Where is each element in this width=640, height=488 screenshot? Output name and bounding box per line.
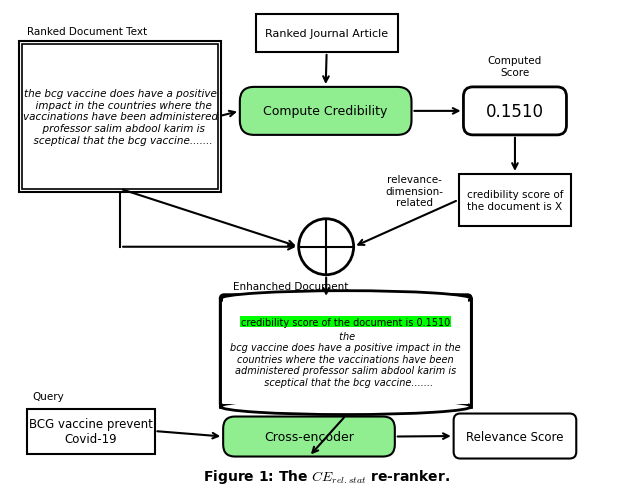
Ellipse shape — [220, 399, 471, 415]
Ellipse shape — [220, 291, 471, 307]
FancyBboxPatch shape — [255, 15, 397, 53]
Text: 0.1510: 0.1510 — [486, 102, 544, 121]
Text: Cross-encoder: Cross-encoder — [264, 430, 354, 443]
Text: Relevance Score: Relevance Score — [466, 429, 564, 443]
Text: Figure 1: The $CE_{rel.stat}$ re-ranker.: Figure 1: The $CE_{rel.stat}$ re-ranker. — [203, 468, 450, 486]
Text: the bcg vaccine does have a positive
  impact in the countries where the
vaccina: the bcg vaccine does have a positive imp… — [22, 89, 218, 145]
FancyBboxPatch shape — [223, 299, 468, 404]
FancyBboxPatch shape — [240, 88, 412, 136]
Text: Query: Query — [32, 391, 63, 401]
FancyBboxPatch shape — [223, 417, 395, 457]
Text: the
bcg vaccine does have a positive impact in the
countries where the vaccinati: the bcg vaccine does have a positive imp… — [230, 331, 461, 387]
Text: credibility score of
the document is X: credibility score of the document is X — [467, 190, 563, 211]
FancyBboxPatch shape — [220, 295, 471, 407]
Text: Computed
Score: Computed Score — [488, 56, 542, 78]
FancyBboxPatch shape — [27, 409, 154, 453]
Text: Enhanched Document: Enhanched Document — [233, 281, 348, 291]
FancyBboxPatch shape — [454, 414, 576, 459]
FancyBboxPatch shape — [19, 42, 221, 192]
Text: Ranked Journal Article: Ranked Journal Article — [265, 29, 388, 39]
FancyBboxPatch shape — [463, 88, 566, 136]
Text: credibility score of the document is 0.1510: credibility score of the document is 0.1… — [241, 317, 451, 327]
Text: Ranked Document Text: Ranked Document Text — [27, 27, 147, 37]
Text: Compute Credibility: Compute Credibility — [264, 105, 388, 118]
FancyBboxPatch shape — [22, 45, 218, 189]
Text: BCG vaccine prevent
Covid-19: BCG vaccine prevent Covid-19 — [29, 417, 153, 445]
Text: relevance-
dimension-
related: relevance- dimension- related — [385, 175, 443, 208]
FancyBboxPatch shape — [458, 174, 572, 226]
